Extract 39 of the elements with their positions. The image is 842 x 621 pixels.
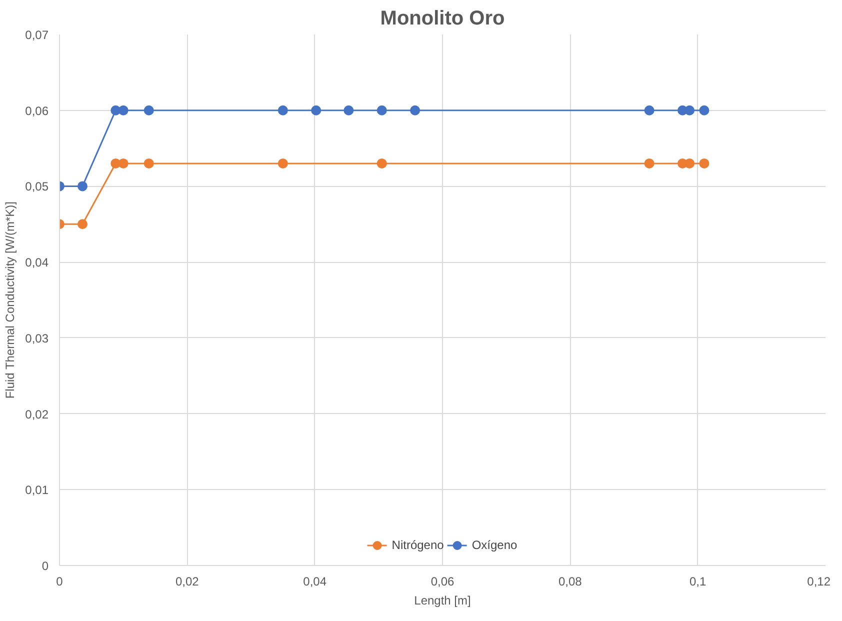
point <box>376 105 387 116</box>
x-tick-label: 0,1 <box>689 574 706 588</box>
point <box>311 105 322 116</box>
point <box>144 105 154 116</box>
x-axis-title: Length [m] <box>414 594 471 608</box>
y-tick-label: 0,04 <box>25 256 49 270</box>
legend-label: Oxígeno <box>472 538 518 552</box>
y-tick-label: 0 <box>42 559 49 573</box>
point <box>376 158 387 168</box>
point <box>684 158 695 168</box>
y-tick-label: 0,02 <box>25 407 49 422</box>
point <box>118 158 128 168</box>
point <box>644 105 654 116</box>
y-tick-label: 0,06 <box>25 104 49 118</box>
point <box>699 105 710 116</box>
x-tick-label: 0,04 <box>303 574 327 588</box>
y-tick-label: 0,07 <box>25 28 49 42</box>
point <box>344 105 354 116</box>
point <box>644 158 654 168</box>
point <box>278 158 288 168</box>
y-tick-label: 0,03 <box>25 331 49 346</box>
x-tick-label: 0,02 <box>175 574 200 588</box>
point <box>684 105 695 116</box>
point <box>278 105 288 116</box>
point <box>77 219 88 230</box>
x-tick-label: 0,06 <box>430 574 455 588</box>
point <box>410 105 420 116</box>
y-axis-title: Fluid Thermal Conductivity [W/(m*K)] <box>3 202 18 399</box>
point <box>118 105 128 116</box>
point <box>699 158 710 168</box>
point <box>144 158 154 168</box>
y-tick-label: 0,05 <box>25 180 49 194</box>
x-tick-label: 0,12 <box>807 574 831 588</box>
x-tick-label: 0 <box>56 574 64 588</box>
chart-title: Monolito Oro <box>380 8 505 30</box>
y-tick-label: 0,01 <box>25 483 49 498</box>
point <box>77 181 88 192</box>
legend-label: Nitrógeno <box>392 538 444 552</box>
x-tick-label: 0,08 <box>558 574 582 588</box>
